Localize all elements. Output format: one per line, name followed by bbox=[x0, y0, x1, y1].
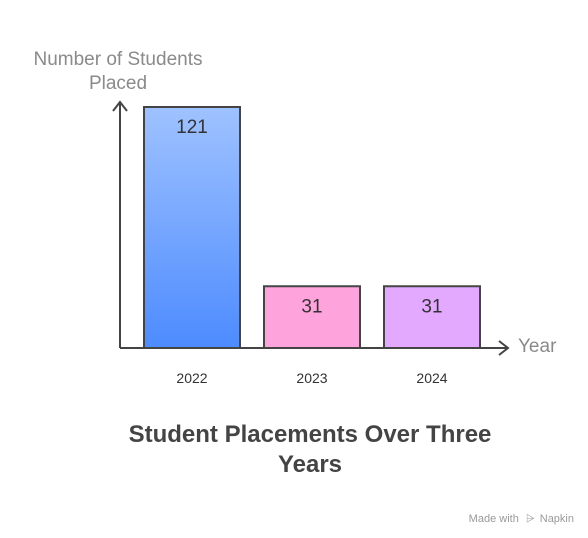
chart-title: Student Placements Over Three Years bbox=[128, 421, 492, 478]
bar-2022 bbox=[143, 106, 241, 349]
y-axis-arrow-icon bbox=[112, 100, 128, 112]
x-tick-label: 2024 bbox=[416, 370, 447, 386]
x-tick-label: 2022 bbox=[176, 370, 207, 386]
watermark-brand: Napkin bbox=[539, 513, 574, 525]
bar-2023 bbox=[263, 285, 361, 349]
y-axis-label: Number of Students Placed bbox=[33, 49, 203, 94]
bar-value-label: 31 bbox=[421, 296, 442, 317]
x-axis-arrow-icon bbox=[498, 340, 510, 356]
napkin-logo-icon: ⩥ bbox=[525, 513, 535, 525]
x-tick-label: 2023 bbox=[296, 370, 327, 386]
watermark: Made with ⩥ Napkin bbox=[469, 513, 574, 526]
bar-2024 bbox=[383, 285, 481, 349]
watermark-made-with: Made with bbox=[468, 513, 519, 525]
x-axis-label: Year bbox=[518, 336, 557, 357]
bar-value-label: 31 bbox=[301, 296, 322, 317]
bar-value-label: 121 bbox=[176, 117, 208, 138]
